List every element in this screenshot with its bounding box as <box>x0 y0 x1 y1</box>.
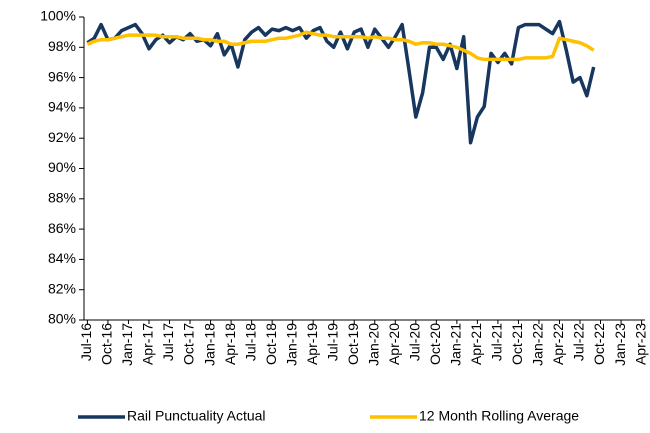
x-tick-label: Jul-16 <box>78 323 94 361</box>
x-tick-label: Apr-22 <box>550 323 566 365</box>
y-tick-label: 98% <box>48 38 76 54</box>
x-tick-label: Oct-20 <box>427 323 443 365</box>
x-tick-label: Jan-21 <box>448 323 464 366</box>
y-tick-label: 86% <box>48 220 76 236</box>
x-tick-label: Oct-18 <box>263 323 279 365</box>
legend-label: Rail Punctuality Actual <box>127 408 266 424</box>
x-tick-label: Jul-22 <box>571 323 587 361</box>
x-tick-label: Jan-17 <box>119 323 135 366</box>
x-tick-label: Jul-17 <box>160 323 176 361</box>
y-tick-label: 96% <box>48 68 76 84</box>
x-tick-label: Jan-23 <box>612 323 628 366</box>
x-tick-label: Jul-19 <box>324 323 340 361</box>
x-tick-label: Apr-18 <box>222 323 238 365</box>
y-tick-label: 94% <box>48 99 76 115</box>
y-tick-label: 84% <box>48 250 76 266</box>
x-tick-label: Apr-19 <box>304 323 320 365</box>
legend-label: 12 Month Rolling Average <box>419 408 579 424</box>
x-tick-label: Jan-22 <box>530 323 546 366</box>
y-tick-label: 82% <box>48 280 76 296</box>
x-tick-label: Apr-17 <box>140 323 156 365</box>
x-tick-label: Apr-23 <box>632 323 648 365</box>
x-tick-label: Jan-18 <box>201 323 217 366</box>
x-tick-label: Jan-20 <box>365 323 381 366</box>
y-tick-label: 100% <box>40 8 76 24</box>
x-tick-label: Oct-17 <box>181 323 197 365</box>
y-tick-label: 80% <box>48 311 76 327</box>
x-tick-label: Oct-19 <box>345 323 361 365</box>
x-tick-label: Jul-18 <box>242 323 258 361</box>
series-line <box>86 30 595 62</box>
x-tick-label: Apr-21 <box>468 323 484 365</box>
x-tick-label: Oct-16 <box>99 323 115 365</box>
series-line <box>86 19 596 145</box>
x-tick-label: Apr-20 <box>386 323 402 365</box>
x-tick-label: Oct-22 <box>591 323 607 365</box>
x-tick-label: Jan-19 <box>283 323 299 366</box>
x-tick-label: Jul-20 <box>407 323 423 361</box>
x-tick-label: Oct-21 <box>509 323 525 365</box>
y-tick-label: 90% <box>48 159 76 175</box>
y-tick-label: 88% <box>48 190 76 206</box>
y-tick-label: 92% <box>48 129 76 145</box>
x-tick-label: Jul-21 <box>489 323 505 361</box>
